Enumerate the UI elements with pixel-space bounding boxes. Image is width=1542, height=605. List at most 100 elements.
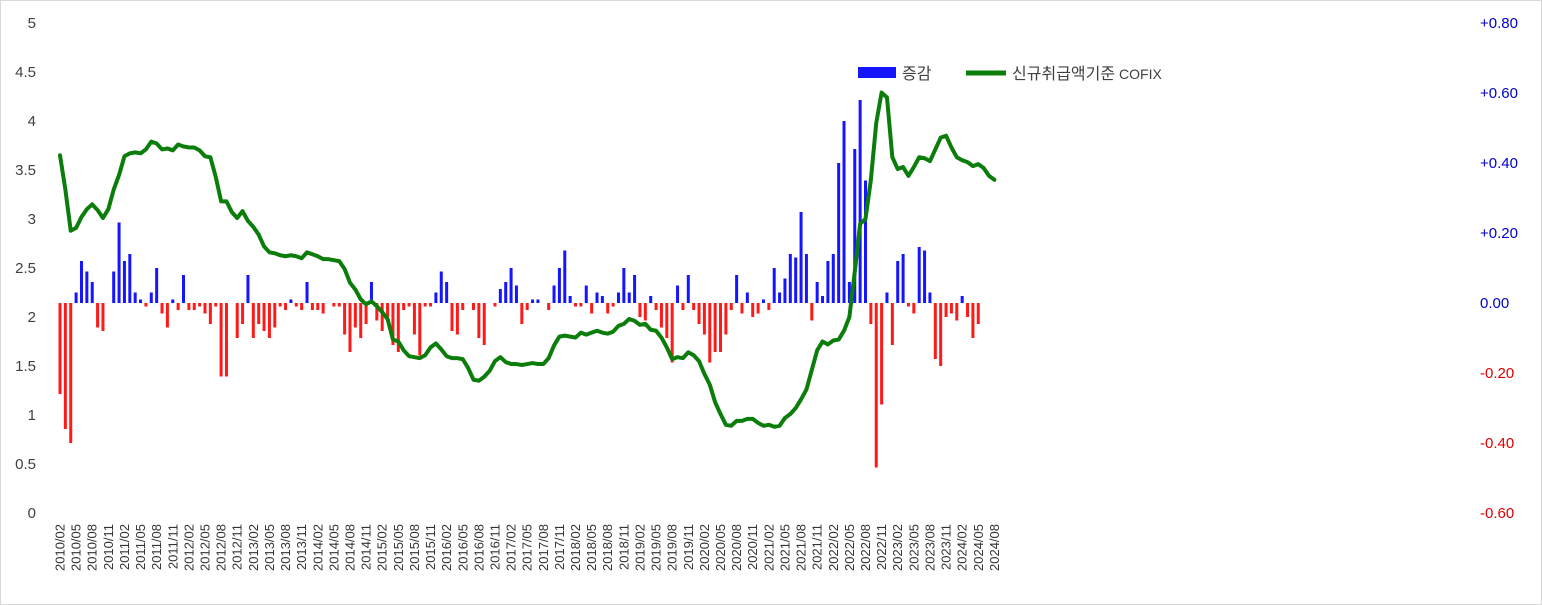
bar: [590, 303, 594, 314]
x-tick-label: 2023/05: [906, 524, 921, 571]
bar: [643, 303, 647, 321]
bar: [622, 268, 626, 303]
bar: [386, 303, 390, 321]
bar: [606, 303, 610, 314]
bar: [574, 303, 578, 307]
x-tick-label: 2017/08: [536, 524, 551, 571]
x-tick-label: 2024/08: [987, 524, 1002, 571]
x-tick-label: 2014/05: [326, 524, 341, 571]
bar: [976, 303, 980, 324]
x-tick-label: 2021/11: [810, 524, 825, 570]
bar: [804, 254, 808, 303]
bar: [547, 303, 551, 310]
bar: [203, 303, 207, 314]
x-tick-label: 2017/05: [520, 524, 535, 571]
bar: [396, 303, 400, 352]
right-tick-label: +0.60: [1480, 85, 1518, 102]
x-tick-label: 2021/05: [777, 524, 792, 571]
bar: [960, 296, 964, 303]
bar: [439, 271, 443, 303]
cofix-line: [58, 90, 997, 429]
bar: [300, 303, 304, 310]
x-tick-label: 2014/11: [359, 524, 374, 570]
bar: [520, 303, 524, 324]
bar: [702, 303, 706, 335]
x-tick-label: 2016/08: [471, 524, 486, 571]
bar: [192, 303, 196, 310]
left-tick-label: 3.5: [15, 162, 36, 179]
x-tick-label: 2015/02: [375, 524, 390, 571]
bar: [697, 303, 701, 324]
bar: [79, 261, 83, 303]
bar: [788, 254, 792, 303]
bar: [133, 292, 137, 303]
legend-bar-label: 증감: [902, 65, 932, 83]
x-tick-label: 2014/02: [310, 524, 325, 571]
x-tick-label: 2021/02: [761, 524, 776, 571]
bar: [58, 303, 62, 394]
x-tick-label: 2014/08: [342, 524, 357, 571]
bar: [128, 254, 132, 303]
bar: [869, 303, 873, 324]
x-tick-label: 2017/02: [504, 524, 519, 571]
x-tick-label: 2018/05: [584, 524, 599, 571]
bar: [321, 303, 325, 314]
bar: [310, 303, 314, 310]
x-tick-label: 2022/05: [842, 524, 857, 571]
x-tick-label: 2022/11: [874, 524, 889, 570]
left-axis: 0 0.5 1 1.5 2 2.5 3 3.5 4 4.5 5: [15, 15, 36, 522]
x-tick-label: 2015/08: [407, 524, 422, 571]
bar: [966, 303, 970, 317]
bar: [434, 292, 438, 303]
bar: [864, 180, 867, 303]
bar: [144, 303, 148, 307]
left-tick-label: 2.5: [15, 260, 36, 277]
bar: [343, 303, 347, 335]
left-tick-label: 0.5: [15, 456, 36, 473]
bar: [380, 303, 384, 331]
x-tick-label: 2023/08: [922, 524, 937, 571]
bar: [445, 282, 449, 303]
bar: [375, 303, 379, 321]
left-tick-label: 2: [28, 309, 36, 326]
x-tick-label: 2023/02: [890, 524, 905, 571]
x-tick-label: 2013/08: [278, 524, 293, 571]
x-tick-label: 2018/11: [616, 524, 631, 570]
right-tick-label: +0.20: [1480, 225, 1518, 242]
bar: [955, 303, 959, 321]
bar: [611, 303, 615, 307]
bar: [69, 303, 73, 443]
bar: [616, 292, 620, 303]
bar: [557, 268, 561, 303]
bar: [482, 303, 486, 345]
x-tick-label: 2010/02: [53, 524, 68, 571]
bar: [90, 282, 94, 303]
x-tick-label: 2010/08: [85, 524, 100, 571]
bar: [359, 303, 363, 338]
left-tick-label: 0: [28, 505, 36, 522]
bar: [579, 303, 583, 307]
legend-line-label: 신규취급액기준 COFIX: [1012, 65, 1162, 83]
bar: [633, 275, 637, 303]
bar: [305, 282, 309, 303]
left-tick-label: 3: [28, 211, 36, 228]
x-tick-label: 2013/11: [294, 524, 309, 570]
x-tick-label: 2023/11: [939, 524, 954, 570]
bar: [262, 303, 266, 331]
bar: [198, 303, 202, 307]
bar: [842, 121, 846, 303]
bar: [552, 285, 556, 303]
bar: [821, 296, 825, 303]
x-tick-label: 2010/05: [69, 524, 84, 571]
bar: [278, 303, 282, 307]
bar: [208, 303, 212, 324]
bar: [171, 299, 175, 303]
bar: [686, 275, 690, 303]
x-tick-label: 2011/11: [165, 524, 180, 569]
bar: [831, 254, 835, 303]
bar: [837, 163, 841, 303]
bar: [659, 303, 663, 328]
bar: [638, 303, 642, 317]
x-tick-label: 2020/11: [745, 524, 760, 570]
